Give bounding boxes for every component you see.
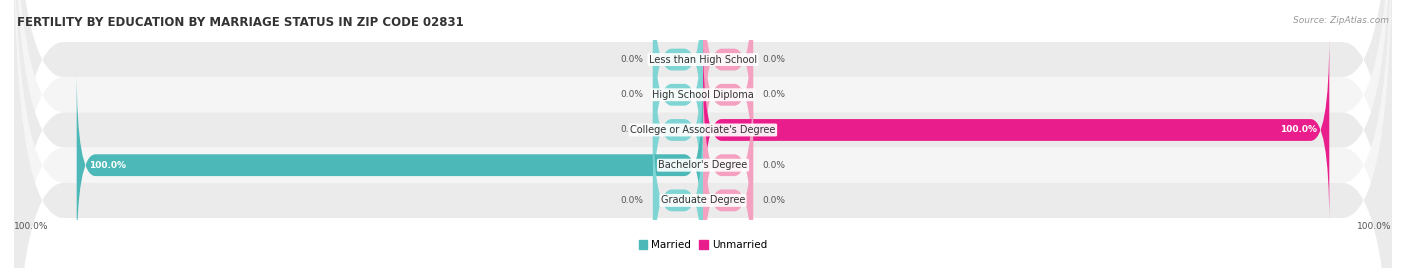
Text: 100.0%: 100.0%: [1357, 222, 1392, 231]
Text: 0.0%: 0.0%: [762, 161, 786, 170]
Text: 0.0%: 0.0%: [620, 125, 644, 135]
Text: High School Diploma: High School Diploma: [652, 90, 754, 100]
FancyBboxPatch shape: [703, 0, 754, 189]
FancyBboxPatch shape: [14, 0, 1392, 268]
FancyBboxPatch shape: [652, 0, 703, 154]
FancyBboxPatch shape: [14, 0, 1392, 268]
FancyBboxPatch shape: [652, 106, 703, 268]
FancyBboxPatch shape: [703, 70, 754, 260]
FancyBboxPatch shape: [14, 0, 1392, 268]
FancyBboxPatch shape: [14, 0, 1392, 268]
FancyBboxPatch shape: [652, 0, 703, 189]
Text: 0.0%: 0.0%: [762, 196, 786, 205]
Text: 100.0%: 100.0%: [89, 161, 127, 170]
Text: College or Associate's Degree: College or Associate's Degree: [630, 125, 776, 135]
Text: 0.0%: 0.0%: [620, 196, 644, 205]
Text: 100.0%: 100.0%: [1279, 125, 1317, 135]
Text: Graduate Degree: Graduate Degree: [661, 195, 745, 205]
FancyBboxPatch shape: [703, 35, 1329, 225]
FancyBboxPatch shape: [652, 35, 703, 225]
Text: Less than High School: Less than High School: [650, 55, 756, 65]
Text: 0.0%: 0.0%: [620, 55, 644, 64]
Text: 100.0%: 100.0%: [14, 222, 49, 231]
FancyBboxPatch shape: [703, 0, 754, 154]
Text: Source: ZipAtlas.com: Source: ZipAtlas.com: [1294, 16, 1389, 25]
Text: 0.0%: 0.0%: [762, 90, 786, 99]
Text: FERTILITY BY EDUCATION BY MARRIAGE STATUS IN ZIP CODE 02831: FERTILITY BY EDUCATION BY MARRIAGE STATU…: [17, 16, 464, 29]
FancyBboxPatch shape: [703, 106, 754, 268]
Text: 0.0%: 0.0%: [620, 90, 644, 99]
FancyBboxPatch shape: [14, 0, 1392, 268]
Text: 0.0%: 0.0%: [762, 55, 786, 64]
Text: Bachelor's Degree: Bachelor's Degree: [658, 160, 748, 170]
FancyBboxPatch shape: [77, 70, 703, 260]
Legend: Married, Unmarried: Married, Unmarried: [634, 236, 772, 254]
